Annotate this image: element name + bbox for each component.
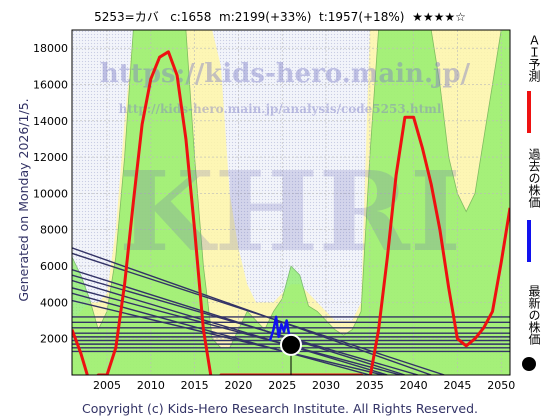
x-tick-label-2040: 2040	[400, 379, 428, 392]
copyright-footer: Copyright (c) Kids-Hero Research Institu…	[81, 401, 479, 416]
legend-swatch-2	[522, 357, 536, 371]
generated-date-label: Generated on Monday 2026/1/5.	[16, 98, 31, 301]
trend-line-1	[72, 252, 445, 375]
legend-label-2: 最新の株価	[527, 285, 541, 345]
header-stars: ★★★★☆	[412, 10, 466, 24]
watermark-url-analysis: http://kids-hero.main.jp/analysis/code52…	[119, 102, 442, 116]
x-tick-label-2030: 2030	[312, 379, 340, 392]
plot-layer: https://kids-hero.main.jp/http://kids-he…	[72, 30, 510, 375]
x-tick-label-2050: 2050	[487, 379, 515, 392]
y-tick-label-4000: 4000	[40, 296, 68, 309]
y-tick-label-12000: 12000	[33, 151, 68, 164]
x-tick-label-2015: 2015	[181, 379, 209, 392]
trend-line-5	[72, 287, 401, 375]
watermark-url: https://kids-hero.main.jp/	[100, 59, 471, 89]
y-tick-label-18000: 18000	[33, 42, 68, 55]
header-current: c:1658	[170, 10, 212, 24]
y-tick-label-16000: 16000	[33, 78, 68, 91]
header-max: m:2199(+33%)	[219, 10, 312, 24]
series-past-price	[268, 315, 293, 346]
y-tick-label-14000: 14000	[33, 115, 68, 128]
y-tick-label-6000: 6000	[40, 260, 68, 273]
x-tick-label-2005: 2005	[93, 379, 121, 392]
y-tick-label-10000: 10000	[33, 187, 68, 200]
watermark-khri: KHRI	[119, 147, 461, 276]
x-tick-label-2045: 2045	[443, 379, 471, 392]
latest-point-marker	[280, 333, 302, 356]
legend-label-0: ＡＩ予測	[527, 34, 541, 83]
legend-label-1: 過去の株価	[527, 148, 541, 208]
y-tick-label-2000: 2000	[40, 333, 68, 346]
trend-line-3	[72, 274, 419, 375]
x-tick-label-2020: 2020	[224, 379, 252, 392]
chart-header: 5253=カバ c:1658 m:2199(+33%) t:1957(+18%)…	[0, 8, 560, 25]
x-tick-label-2035: 2035	[356, 379, 384, 392]
plot-frame	[71, 29, 511, 376]
header-target: t:1957(+18%)	[319, 10, 405, 24]
x-tick-label-2025: 2025	[268, 379, 296, 392]
header-code-name: 5253=カバ	[94, 10, 159, 24]
y-tick-label-8000: 8000	[40, 224, 68, 237]
trend-line-7	[72, 299, 384, 375]
series-ai-forecast	[72, 50, 510, 375]
x-tick-label-2010: 2010	[137, 379, 165, 392]
